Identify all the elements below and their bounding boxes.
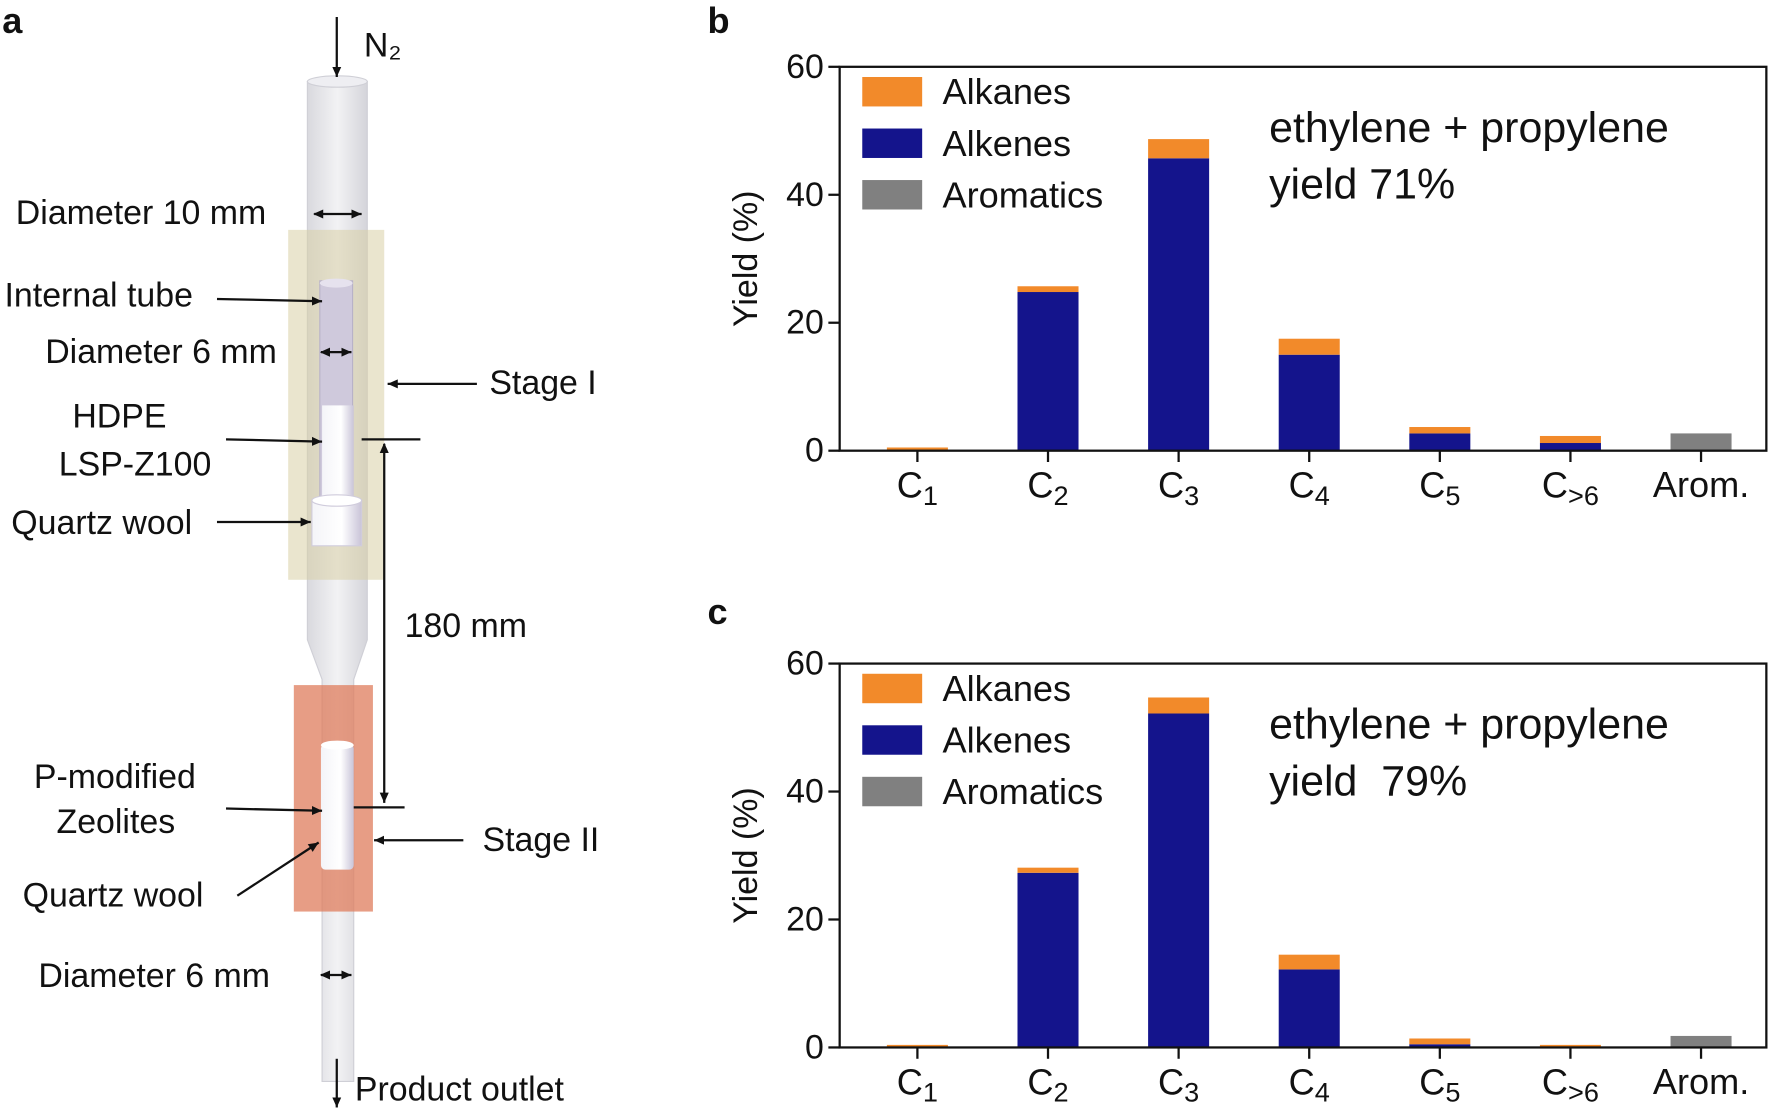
- x-tick-label: C3: [1158, 464, 1199, 510]
- legend-swatch: [862, 776, 923, 807]
- bar-segment: [1409, 427, 1471, 434]
- x-tick-label: C4: [1289, 1061, 1330, 1107]
- zeolite-top: [320, 740, 354, 750]
- bar-segment: [1278, 954, 1340, 970]
- bar-segment: [1539, 1044, 1601, 1048]
- diagram-label: Diameter 6 mm: [38, 957, 270, 995]
- bar-chart: c Yield (%) 0 20 40 60 C1 C2 C3 C4 C5 C>6 Arom. Alkan…: [707, 591, 1768, 1107]
- quartz-wool-1-top: [311, 494, 363, 507]
- y-tick-label: 20: [786, 900, 824, 938]
- legend-swatch: [862, 673, 923, 704]
- x-tick-label: Arom.: [1653, 464, 1749, 505]
- y-axis-label: Yield (%): [727, 191, 765, 327]
- legend-label: Alkenes: [943, 123, 1072, 164]
- hdpe-bed: [322, 405, 354, 499]
- diagram-label: Product outlet: [355, 1070, 565, 1108]
- pointer-arrow: [216, 296, 323, 306]
- diagram-label: Stage I: [489, 364, 596, 402]
- x-tick-label: C5: [1419, 1061, 1460, 1107]
- legend-label: Alkanes: [943, 668, 1072, 709]
- legend-swatch: [862, 77, 923, 107]
- x-tick-label: C2: [1027, 464, 1068, 510]
- legend-label: Alkanes: [943, 71, 1072, 112]
- annotation: yield 71%: [1269, 161, 1455, 209]
- y-tick-label: 20: [786, 304, 824, 342]
- y-tick-label: 40: [786, 176, 824, 214]
- annotation: ethylene + propylene: [1269, 104, 1669, 152]
- bar-segment: [1278, 969, 1340, 1048]
- bar-segment: [1670, 433, 1732, 451]
- diagram-label: 180 mm: [405, 607, 527, 645]
- legend-swatch: [862, 180, 923, 210]
- y-tick-label: 0: [805, 1028, 824, 1066]
- y-axis-label: Yield (%): [727, 787, 765, 923]
- diagram-label: LSP-Z100: [59, 445, 212, 483]
- bar-segment: [1017, 867, 1079, 873]
- y-tick-label: 40: [786, 773, 824, 811]
- diagram-label: P-modified: [34, 758, 196, 796]
- bar-segment: [1278, 354, 1340, 451]
- y-tick-label: 60: [786, 645, 824, 683]
- diagram-label: Zeolites: [57, 803, 176, 841]
- legend-swatch: [862, 725, 923, 755]
- bar-segment: [1148, 697, 1210, 714]
- diagram-label: Diameter 6 mm: [45, 333, 277, 371]
- bar-segment: [1017, 872, 1079, 1048]
- diagram-label: Internal tube: [5, 277, 193, 315]
- bar-segment: [886, 1044, 948, 1048]
- internal-tube-top: [319, 278, 353, 288]
- bar-segment: [1278, 338, 1340, 355]
- plot-frame: [838, 65, 1768, 452]
- annotation: yield 79%: [1269, 757, 1467, 805]
- x-tick-label: C1: [897, 1061, 938, 1107]
- x-tick-label: Arom.: [1653, 1061, 1749, 1102]
- legend-label: Aromatics: [943, 771, 1104, 812]
- panel-label: c: [707, 591, 727, 632]
- plot-frame: [838, 662, 1768, 1049]
- y-tick-label: 0: [805, 432, 824, 470]
- bar-segment: [1539, 435, 1601, 444]
- legend-label: Alkenes: [943, 719, 1072, 760]
- bar-segment: [1148, 713, 1210, 1048]
- diagram-label: Quartz wool: [23, 877, 204, 915]
- diagram-label: N₂: [364, 26, 402, 64]
- pointer-arrow: [236, 841, 320, 897]
- bar-segment: [1409, 1044, 1471, 1048]
- legend-swatch: [862, 128, 923, 158]
- x-tick-label: C3: [1158, 1061, 1199, 1107]
- bar-segment: [1670, 1035, 1732, 1048]
- pointer-arrow: [225, 806, 323, 816]
- panel-label: b: [707, 0, 729, 41]
- tube-top: [306, 75, 368, 88]
- panel-label: a: [2, 0, 23, 41]
- reactor-diagram: a N₂ Diameter 10 mm Internal tube Diamet…: [2, 0, 599, 1108]
- diagram-label: Stage II: [483, 821, 600, 859]
- bar-segment: [886, 447, 948, 451]
- annotation: ethylene + propylene: [1269, 701, 1669, 749]
- x-tick-label: C2: [1027, 1061, 1068, 1107]
- x-tick-label: C>6: [1542, 464, 1599, 510]
- quartz-wool-1: [311, 499, 363, 547]
- legend-label: Aromatics: [943, 174, 1104, 215]
- x-tick-label: C4: [1289, 464, 1330, 510]
- bar-segment: [1409, 433, 1471, 451]
- pointer-arrow: [225, 436, 323, 446]
- x-tick-label: C>6: [1542, 1061, 1599, 1107]
- bar-segment: [1539, 443, 1601, 451]
- x-tick-label: C1: [897, 464, 938, 510]
- bar-segment: [1017, 286, 1079, 293]
- bar-chart: b Yield (%) 0 20 40 60 C1 C2 C3 C4 C5 C>6 Arom. Alkan…: [707, 0, 1768, 510]
- bar-segment: [1409, 1038, 1471, 1045]
- bar-segment: [1017, 292, 1079, 451]
- y-tick-label: 60: [786, 48, 824, 86]
- diagram-label: Diameter 10 mm: [16, 194, 266, 232]
- bar-segment: [1148, 139, 1210, 159]
- x-tick-label: C5: [1419, 464, 1460, 510]
- diagram-label: HDPE: [72, 398, 166, 436]
- diagram-label: Quartz wool: [11, 504, 192, 542]
- zeolite-bed: [320, 743, 354, 870]
- bar-segment: [1148, 158, 1210, 451]
